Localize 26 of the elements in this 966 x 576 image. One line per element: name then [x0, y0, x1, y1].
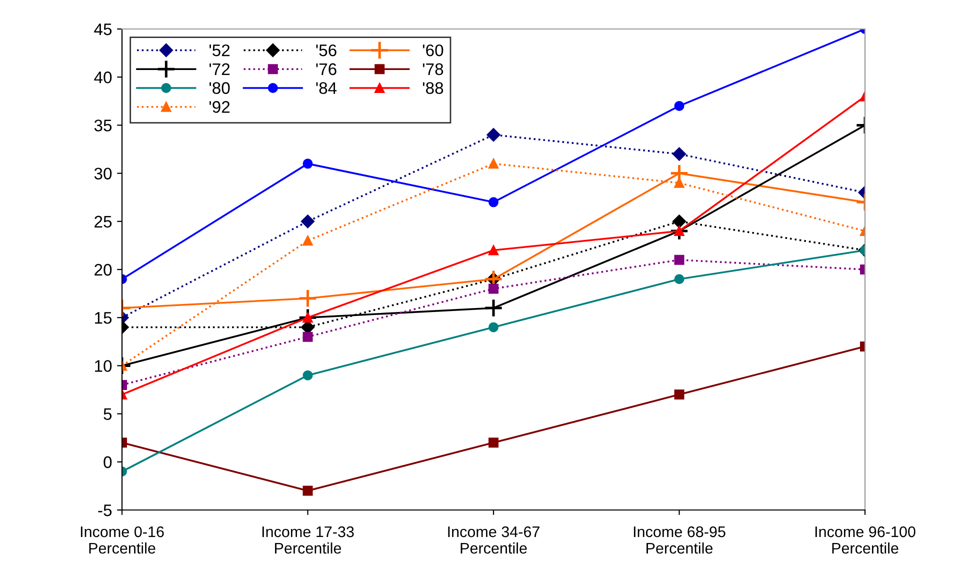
y-tick-label: 35	[94, 120, 112, 132]
y-tick-label: 10	[95, 360, 112, 372]
legend-label: '84	[316, 82, 337, 94]
legend-label: '88	[422, 82, 444, 94]
y-tick-label: 25	[94, 216, 112, 228]
legend-label: '76	[316, 63, 336, 76]
y-tick-label: 45	[94, 24, 112, 36]
legend-label: '56	[316, 44, 336, 56]
x-tick-label: Income 0-16 Percentile	[80, 526, 164, 554]
legend-label: '60	[422, 44, 444, 56]
y-tick-label: 30	[94, 168, 112, 180]
y-tick-label: 15	[95, 312, 112, 324]
legend-label: '92	[210, 101, 230, 113]
x-tick-label: Income 34-67 Percentile	[448, 526, 540, 554]
legend-label: '52	[210, 44, 230, 56]
legend-label: '72	[210, 63, 230, 75]
legend-label: '80	[210, 82, 230, 94]
x-tick-label: Income 17-33 Percentile	[262, 526, 354, 554]
legend-label: '78	[422, 63, 444, 76]
y-tick-label: -5	[98, 504, 112, 516]
x-tick-label: Income 96-100 Percentile	[815, 526, 916, 554]
y-tick-label: 0	[104, 456, 112, 468]
y-tick-label: 20	[94, 264, 112, 276]
y-tick-label: 5	[104, 408, 112, 420]
y-tick-label: 40	[94, 72, 112, 84]
x-tick-label: Income 68-95 Percentile	[634, 526, 726, 554]
